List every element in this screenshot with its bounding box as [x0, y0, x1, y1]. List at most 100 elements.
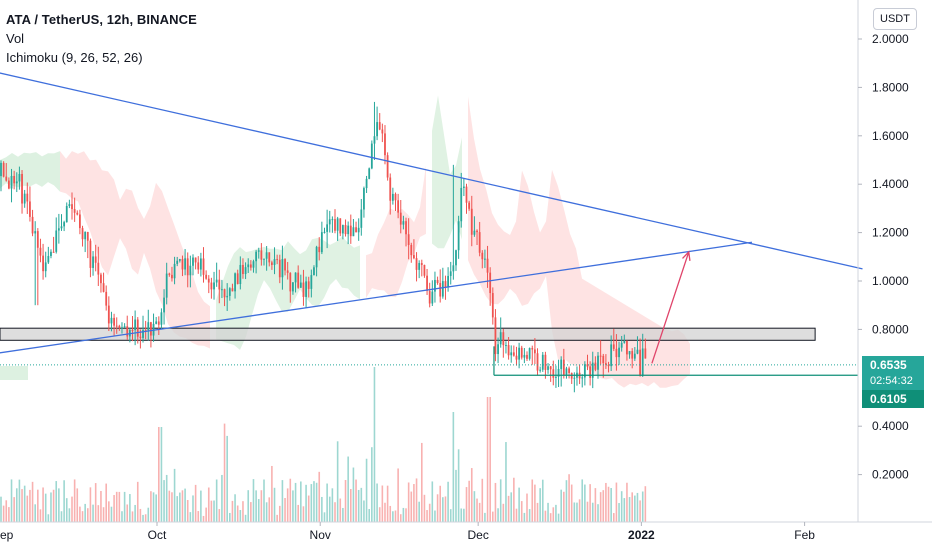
candle-body-2021-09-19 — [94, 256, 97, 263]
legend-ichimoku-label[interactable]: Ichimoku (9, 26, 52, 26) — [6, 50, 143, 65]
candle-body-2021-09-03 — [10, 175, 13, 189]
candle-body-2021-10-10 — [207, 278, 210, 283]
candle-body-2021-10-01 — [157, 321, 160, 325]
candle-body-2021-12-25 — [605, 363, 607, 365]
projection-arrow[interactable] — [651, 251, 690, 364]
candle-body-2021-11-07 — [352, 227, 355, 237]
candle-body-2021-09-27 — [136, 319, 139, 337]
price-tick-label: 1.4000 — [872, 177, 909, 191]
descending-trendline[interactable] — [0, 68, 863, 270]
candle-body-2021-11-27 — [457, 221, 460, 251]
candle-body-2021-12-01 — [481, 252, 484, 260]
candle-body-2021-11-03 — [334, 219, 336, 231]
candle-body-2021-10-27 — [294, 272, 297, 283]
legend-symbol-title[interactable]: ATA / TetherUS, 12h, BINANCE — [6, 12, 197, 27]
candle-body-2021-11-10 — [368, 168, 371, 179]
candle-body-2021-09-06 — [29, 201, 31, 217]
candle-body-2021-09-23 — [118, 325, 121, 328]
ichimoku-cloud-bearish — [366, 165, 426, 299]
axes-layer: 2.0000 1.8000 1.6000 1.4000 1.2000 1.0000 0.80… — [0, 0, 932, 542]
candle-body-2021-11-30 — [473, 230, 476, 235]
legend-volume-label[interactable]: Vol — [6, 31, 25, 46]
candle-body-2021-11-21 — [428, 290, 431, 304]
candle-body-2021-10-12 — [218, 279, 221, 290]
ascending-trendline[interactable] — [0, 241, 753, 356]
candle-body-2021-09-19 — [97, 262, 100, 275]
candle-body-2021-12-23 — [594, 362, 597, 370]
candle-body-2021-10-26 — [289, 272, 292, 292]
candle-body-2021-09-20 — [102, 283, 105, 292]
candle-body-2021-10-31 — [318, 246, 321, 253]
candle-body-2021-10-04 — [176, 260, 179, 264]
candle-body-2021-11-06 — [347, 225, 350, 235]
candle-body-2021-12-08 — [515, 355, 518, 360]
candle-body-2021-12-02 — [484, 258, 486, 260]
candle-body-2021-10-16 — [236, 273, 239, 285]
price-tick-label: 2.0000 — [872, 32, 909, 46]
candle-body-2021-10-14 — [226, 295, 229, 298]
candle-body-2021-09-13 — [63, 222, 66, 227]
price-tick-label: 1.0000 — [872, 274, 909, 288]
bar-countdown-badge: 02:54:32 — [862, 373, 924, 390]
candle-body-2021-11-25 — [447, 275, 449, 288]
candle-body-2021-09-01 — [2, 162, 5, 177]
candle-body-2021-11-05 — [344, 225, 347, 235]
candle-body-2021-11-21 — [426, 275, 428, 291]
candle-body-2021-09-01 — [0, 162, 2, 177]
candle-body-2021-12-10 — [526, 354, 528, 359]
last-price-badge: 0.6535 — [862, 356, 924, 374]
candle-body-2021-12-16 — [557, 368, 560, 377]
candle-body-2021-09-28 — [142, 330, 144, 338]
candle-body-2021-09-11 — [52, 251, 55, 253]
candle-body-2021-11-14 — [389, 177, 392, 201]
candle-body-2021-10-05 — [178, 259, 181, 261]
candle-body-2021-12-22 — [591, 362, 594, 378]
volume-layer — [0, 367, 647, 522]
currency-selector[interactable]: USDT — [873, 8, 917, 30]
price-tick-label: 1.6000 — [872, 129, 909, 143]
candle-body-2021-11-08 — [360, 209, 363, 228]
candle-body-2021-09-16 — [79, 214, 81, 229]
candle-body-2021-09-14 — [71, 204, 73, 210]
candle-body-2021-12-18 — [568, 368, 570, 373]
candle-body-2021-12-09 — [523, 354, 526, 358]
candle-body-2021-10-03 — [168, 273, 171, 275]
candle-body-2021-12-04 — [494, 317, 497, 355]
candle-body-2021-10-17 — [244, 267, 247, 275]
candle-body-2021-10-01 — [160, 312, 163, 325]
candle-body-2022-01-01 — [644, 348, 647, 359]
candle-body-2021-10-10 — [205, 274, 208, 279]
candle-body-2021-09-28 — [144, 330, 147, 332]
candle-body-2021-10-31 — [315, 246, 318, 268]
candle-body-2021-10-21 — [263, 258, 265, 260]
candle-body-2021-11-09 — [365, 178, 368, 189]
candle-body-2021-12-21 — [583, 364, 586, 378]
candle-body-2021-11-23 — [436, 279, 439, 284]
candle-body-2021-09-29 — [147, 322, 150, 331]
candle-body-2021-12-28 — [620, 342, 623, 348]
candle-body-2021-11-28 — [465, 186, 468, 203]
candle-body-2021-10-23 — [276, 259, 279, 261]
candle-body-2021-10-22 — [268, 252, 271, 263]
candle-body-2021-11-12 — [378, 122, 381, 130]
candle-body-2021-12-15 — [552, 369, 555, 378]
candle-body-2021-11-20 — [423, 264, 426, 276]
candle-body-2021-10-06 — [186, 258, 189, 276]
candle-body-2021-09-17 — [86, 232, 89, 241]
candle-body-2021-09-29 — [150, 322, 152, 336]
candle-body-2021-10-29 — [307, 281, 310, 289]
projection-arrow-head[interactable] — [682, 250, 691, 261]
candle-body-2021-12-20 — [581, 377, 584, 379]
candle-body-2021-12-03 — [491, 293, 494, 318]
candle-body-2021-11-15 — [394, 193, 397, 201]
candle-body-2022-01-01 — [641, 348, 644, 375]
candle-body-2021-11-03 — [331, 219, 334, 221]
candle-body-2021-09-04 — [18, 173, 21, 182]
candle-body-2021-11-28 — [462, 186, 465, 188]
candle-body-2021-12-14 — [549, 366, 552, 370]
candle-body-2021-12-03 — [489, 272, 492, 294]
candle-body-2021-11-05 — [342, 225, 344, 234]
drawings-layer[interactable] — [0, 68, 863, 376]
